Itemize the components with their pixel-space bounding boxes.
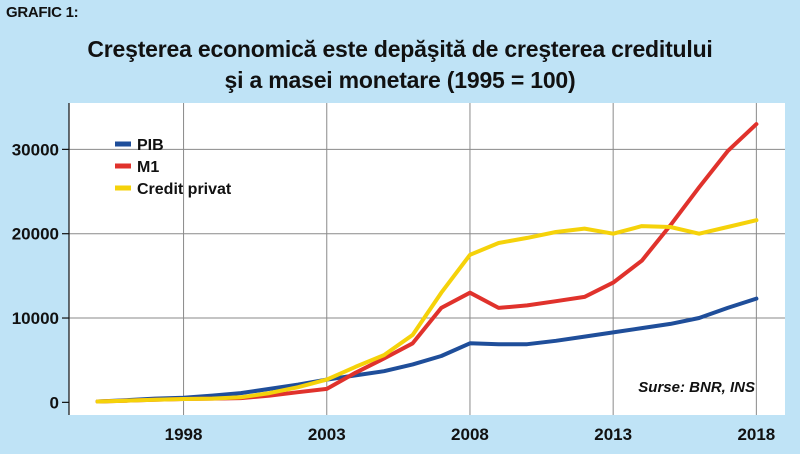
- x-tick-label: 2003: [308, 425, 346, 444]
- chart-title: Creşterea economică este depăşită de cre…: [0, 34, 800, 96]
- x-tick-label: 1998: [165, 425, 203, 444]
- legend-label: PIB: [137, 137, 164, 154]
- y-tick-label: 30000: [12, 140, 59, 159]
- chart-title-line-2: şi a masei monetare (1995 = 100): [224, 67, 576, 93]
- y-tick-label: 0: [50, 393, 59, 412]
- x-tick-label: 2013: [594, 425, 632, 444]
- series-lines: [95, 122, 759, 404]
- x-tick-label: 2008: [451, 425, 489, 444]
- chart-title-line-1: Creşterea economică este depăşită de cre…: [87, 36, 713, 62]
- series-line-credit-privat: [95, 218, 759, 404]
- axes: 0 10000 20000 30000 1998 2003 2008 2013 2018: [12, 103, 775, 444]
- x-tick-label: 2018: [737, 425, 775, 444]
- y-tick-label: 10000: [12, 309, 59, 328]
- source-annotation: Surse: BNR, INS: [638, 379, 755, 396]
- legend: PIB M1 Credit privat: [115, 137, 232, 198]
- legend-label: M1: [137, 159, 159, 176]
- plot-area: [69, 103, 785, 415]
- y-tick-label: 20000: [12, 225, 59, 244]
- legend-label: Credit privat: [137, 181, 232, 198]
- figure-label: GRAFIC 1:: [6, 4, 79, 21]
- series-line-pib: [95, 296, 759, 404]
